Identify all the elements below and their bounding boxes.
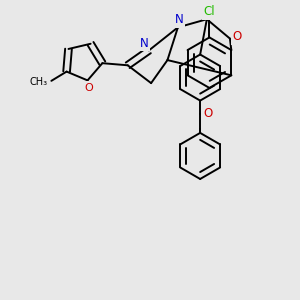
Text: N: N: [140, 37, 149, 50]
Text: CH₃: CH₃: [29, 76, 48, 87]
Text: O: O: [84, 83, 93, 93]
Text: O: O: [203, 107, 212, 120]
Text: Cl: Cl: [204, 5, 215, 18]
Text: O: O: [233, 30, 242, 43]
Text: N: N: [175, 14, 184, 26]
